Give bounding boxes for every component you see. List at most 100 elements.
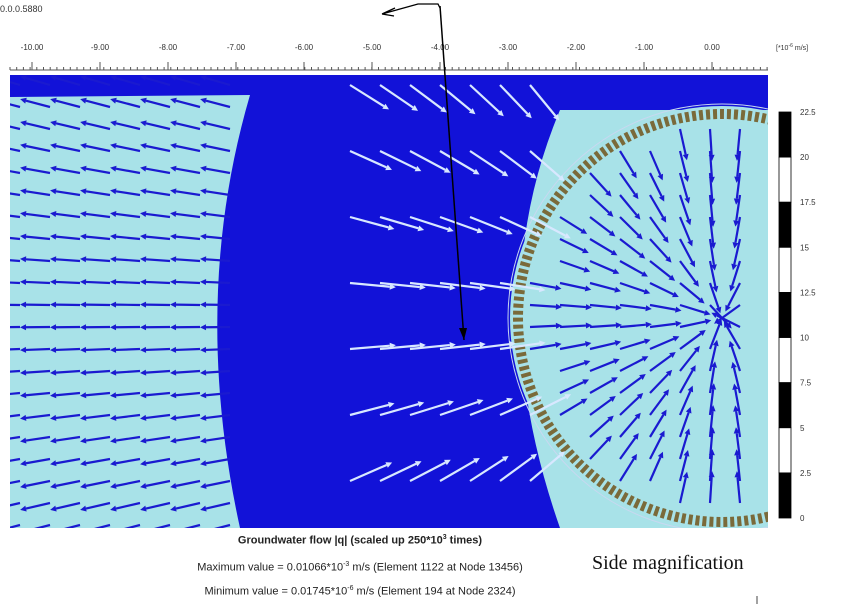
flow-arrow-head [20, 120, 27, 127]
flow-arrow-head [110, 437, 117, 444]
pointer-head [459, 328, 467, 340]
flow-arrow [409, 343, 450, 351]
flow-arrow [469, 343, 510, 351]
flow-arrow [727, 282, 741, 307]
flow-arrow-head [170, 120, 177, 127]
flow-arrow [175, 369, 201, 374]
scale-label: 7.5 [800, 379, 812, 388]
flow-arrow-head [447, 226, 454, 233]
flow-arrow-head [50, 392, 57, 399]
flow-arrow [730, 346, 742, 372]
flow-arrow [589, 216, 612, 234]
flow-arrow [205, 435, 231, 442]
flow-arrow [649, 303, 676, 311]
flow-arrow-head [80, 437, 87, 444]
flow-arrow [469, 281, 510, 290]
flow-arrow-head [80, 188, 87, 195]
flow-arrow [619, 194, 638, 216]
ruler-label: -8.00 [159, 43, 178, 52]
flow-arrow-head [610, 249, 618, 256]
flow-arrow [55, 479, 81, 487]
flow-arrow-head [539, 340, 546, 347]
flow-arrow [708, 216, 715, 243]
flow-arrow-head [632, 433, 639, 440]
flow-arrow-head [20, 505, 27, 512]
flow-arrow-head [497, 109, 504, 117]
flow-arrow [145, 347, 171, 352]
flow-arrow [145, 167, 171, 175]
flow-arrow [115, 99, 141, 109]
flow-arrow-head [170, 301, 177, 308]
flow-arrow-head [200, 210, 207, 217]
flow-arrow-head [140, 301, 147, 308]
flow-arrow-head [170, 392, 177, 399]
flow-arrow [679, 303, 706, 314]
flow-arrow-head [584, 285, 592, 292]
flow-arrow [619, 340, 646, 351]
flow-arrow [115, 76, 141, 87]
flow-arrow-head [170, 188, 177, 195]
flow-arrow-head [715, 306, 722, 314]
flow-arrow-head [140, 346, 147, 353]
flow-arrow [115, 258, 141, 263]
flow-arrow [529, 150, 561, 179]
flow-arrow-head [634, 213, 641, 220]
flow-arrow [529, 84, 557, 117]
flow-arrow-head [639, 374, 646, 381]
flow-arrow-head [110, 324, 117, 331]
flow-arrow-head [50, 482, 57, 489]
flow-arrow [115, 144, 141, 153]
text: 3 [442, 534, 447, 541]
flow-arrow-head [200, 369, 207, 376]
flow-arrow [725, 325, 741, 350]
flow-arrow [619, 376, 642, 394]
flow-arrow-head [506, 397, 513, 404]
flow-arrow-head [50, 97, 57, 104]
flow-arrow [175, 347, 201, 352]
flow-arrow [55, 457, 81, 465]
flow-arrow-head [729, 284, 736, 292]
ruler-label: -5.00 [363, 43, 382, 52]
flow-arrow-head [110, 369, 117, 376]
flow-arrow [589, 379, 614, 394]
flow-arrow [55, 280, 81, 285]
scale-label: 15 [800, 243, 809, 252]
flow-arrow-head [631, 453, 637, 461]
flow-arrow [25, 369, 51, 374]
flow-arrow-head [614, 286, 621, 293]
flow-arrow [145, 479, 171, 487]
flow-arrow [349, 215, 389, 229]
flow-arrow-head [20, 97, 27, 104]
flow-arrow [349, 149, 387, 169]
flow-arrow [678, 150, 688, 177]
flow-arrow-head [20, 324, 27, 331]
flow-arrow [733, 238, 742, 265]
flow-arrow [115, 280, 141, 285]
flow-arrow-head [20, 256, 27, 263]
flow-arrow [175, 457, 201, 465]
flow-arrow [679, 320, 706, 329]
scale-label: 22.5 [800, 108, 816, 117]
flow-arrow [469, 84, 501, 113]
flow-arrow-head [704, 318, 712, 325]
flow-arrow [205, 235, 231, 241]
flow-arrow-head [170, 165, 177, 172]
flow-arrow [115, 501, 141, 510]
flow-arrow-head [693, 280, 699, 287]
flow-arrow-head [200, 256, 207, 263]
flow-arrow [649, 354, 672, 372]
flow-arrow [85, 479, 111, 487]
flow-arrow-head [387, 402, 395, 408]
flow-arrow-head [662, 236, 669, 244]
unit-exponent: -6 [788, 43, 793, 49]
flow-arrow-head [110, 301, 117, 308]
flow-arrow-head [80, 256, 87, 263]
flow-arrow [649, 216, 666, 239]
flow-arrow [85, 76, 111, 87]
flow-arrow-head [675, 320, 682, 327]
flow-arrow [589, 439, 609, 460]
flow-arrow-head [170, 256, 177, 263]
flow-arrow [619, 150, 635, 174]
text: -3 [343, 561, 350, 568]
flow-arrow-head [200, 188, 207, 195]
